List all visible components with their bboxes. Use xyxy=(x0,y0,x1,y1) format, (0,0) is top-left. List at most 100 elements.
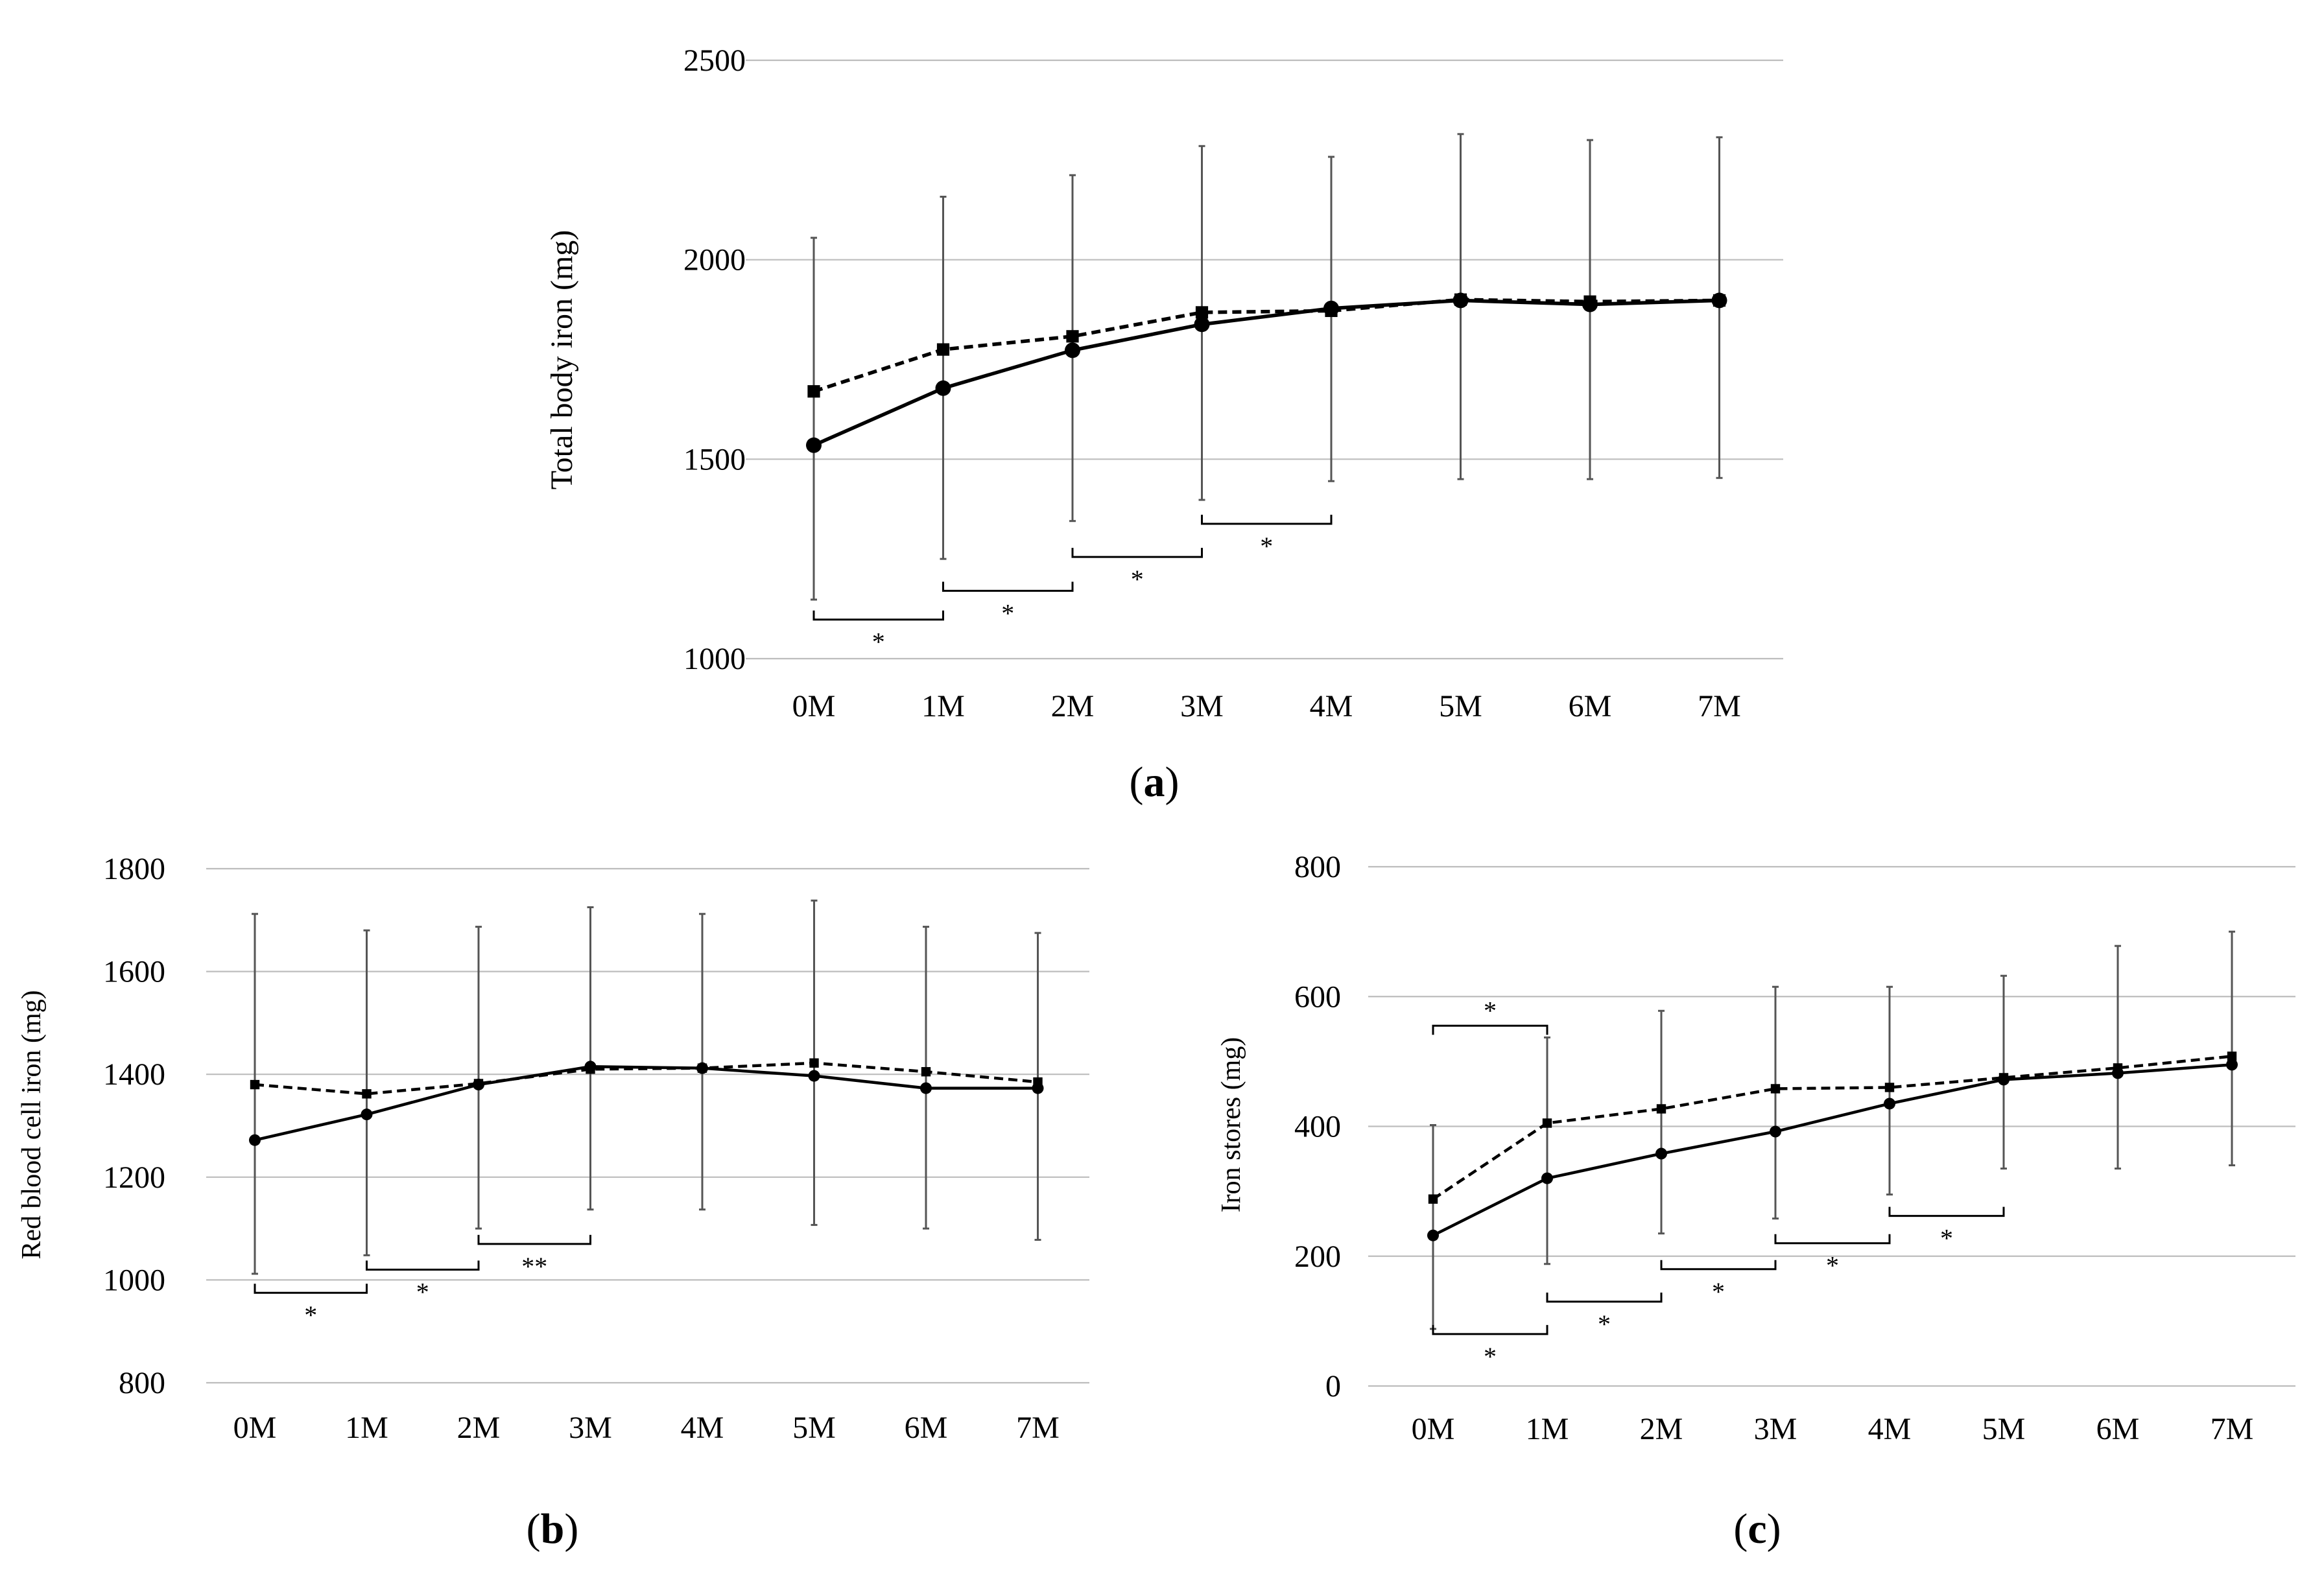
series-line-dashed xyxy=(1432,1055,2233,1201)
data-point-circle xyxy=(2112,1067,2124,1079)
y-tick-label: 2500 xyxy=(683,43,746,78)
data-point-square xyxy=(1542,1118,1552,1128)
data-point-square xyxy=(1195,306,1209,319)
data-point-circle xyxy=(1884,1098,1895,1110)
x-tick-label: 3M xyxy=(1754,1412,1797,1446)
y-tick-label: 800 xyxy=(119,1366,165,1400)
data-point-circle xyxy=(1065,342,1080,358)
series-line-dashed xyxy=(813,298,1720,394)
data-point-circle xyxy=(1452,292,1469,309)
significance-bracket xyxy=(1774,1234,1891,1245)
data-point-square xyxy=(1066,330,1079,343)
significance-bracket xyxy=(942,581,1074,592)
significance-bracket xyxy=(366,1260,480,1271)
x-tick-label: 2M xyxy=(457,1411,501,1445)
x-tick-label: 3M xyxy=(569,1411,612,1445)
x-tick-label: 5M xyxy=(1439,689,1482,723)
x-tick-label: 6M xyxy=(905,1411,948,1445)
x-tick-label: 0M xyxy=(233,1411,277,1445)
y-tick-label: 1000 xyxy=(103,1263,165,1297)
x-tick-label: 7M xyxy=(1016,1411,1060,1445)
significance-bracket xyxy=(254,1284,368,1294)
series-line-solid xyxy=(254,1065,1038,1142)
x-tick-label: 6M xyxy=(2096,1412,2140,1446)
y-tick-label: 600 xyxy=(1294,980,1341,1014)
significance-label: * xyxy=(1001,598,1014,628)
data-point-square xyxy=(807,385,820,398)
y-tick-label: 200 xyxy=(1294,1239,1341,1274)
data-point-circle xyxy=(1655,1147,1667,1160)
series-line-solid xyxy=(1432,1063,2233,1237)
data-point-square xyxy=(1770,1084,1781,1094)
data-point-square xyxy=(1884,1083,1895,1092)
data-point-square xyxy=(809,1058,819,1068)
y-tick-label: 400 xyxy=(1294,1110,1341,1144)
y-axis-title: Total body iron (mg) xyxy=(545,230,579,490)
data-point-circle xyxy=(696,1062,708,1074)
data-point-circle xyxy=(1194,316,1210,333)
x-tick-label: 0M xyxy=(1412,1412,1455,1446)
x-tick-label: 7M xyxy=(2211,1412,2254,1446)
x-tick-label: 5M xyxy=(1982,1412,2026,1446)
data-point-circle xyxy=(1427,1229,1439,1241)
data-point-circle xyxy=(1323,300,1339,316)
data-point-circle xyxy=(1770,1125,1781,1138)
significance-label: ** xyxy=(521,1252,547,1281)
data-point-circle xyxy=(2226,1059,2238,1071)
x-tick-label: 0M xyxy=(792,689,836,723)
y-tick-label: 1500 xyxy=(683,442,746,476)
data-point-square xyxy=(1428,1194,1438,1204)
significance-label: * xyxy=(1826,1251,1839,1280)
chart-red-blood-cell-iron: 800 1000 1200 1400 1600 1800 0M 1M 2M 3M 4M 5M 6M 7M R… xyxy=(17,852,1089,1445)
significance-bracket xyxy=(1888,1206,2005,1217)
series-line-solid xyxy=(812,298,1720,447)
significance-bracket xyxy=(1432,1324,1548,1335)
panel-label-a: (a) xyxy=(1130,758,1180,806)
x-tick-label: 5M xyxy=(792,1411,836,1445)
x-tick-label: 1M xyxy=(345,1411,388,1445)
significance-label: * xyxy=(872,628,885,657)
significance-label: * xyxy=(1712,1277,1725,1306)
x-tick-label: 4M xyxy=(681,1411,724,1445)
x-tick-label: 1M xyxy=(921,689,965,723)
y-tick-label: 1000 xyxy=(683,642,746,676)
significance-bracket xyxy=(1660,1260,1777,1271)
data-point-circle xyxy=(1998,1074,2010,1086)
data-point-circle xyxy=(1032,1082,1044,1094)
significance-label: * xyxy=(304,1300,317,1330)
y-tick-label: 1400 xyxy=(103,1057,165,1092)
x-tick-label: 2M xyxy=(1051,689,1095,723)
x-tick-label: 2M xyxy=(1640,1412,1683,1446)
chart-total-body-iron: 1000 1500 2000 2500 0M 1M 2M 3M 4M 5M 6M 7M Total bo… xyxy=(545,43,1783,723)
data-point-square xyxy=(921,1067,931,1077)
data-point-circle xyxy=(1541,1172,1553,1184)
data-point-circle xyxy=(920,1082,932,1094)
y-tick-label: 800 xyxy=(1294,850,1341,884)
y-tick-label: 0 xyxy=(1325,1369,1341,1404)
data-point-square xyxy=(1656,1104,1666,1114)
data-point-circle xyxy=(806,437,822,453)
significance-bracket xyxy=(1071,548,1203,558)
significance-label: * xyxy=(1940,1224,1953,1253)
y-tick-label: 2000 xyxy=(683,243,746,277)
y-axis-title: Iron stores (mg) xyxy=(1216,1037,1246,1213)
panel-label-c: (c) xyxy=(1733,1505,1781,1553)
data-point-square xyxy=(936,343,950,356)
data-point-circle xyxy=(1711,292,1727,309)
significance-bracket xyxy=(812,610,944,621)
x-tick-label: 6M xyxy=(1569,689,1612,723)
data-point-square xyxy=(362,1089,372,1099)
data-point-circle xyxy=(361,1109,373,1121)
significance-label: * xyxy=(416,1278,429,1307)
data-point-circle xyxy=(808,1070,820,1082)
y-axis-title: Red blood cell iron (mg) xyxy=(17,990,47,1259)
y-tick-label: 1800 xyxy=(103,852,165,886)
data-point-circle xyxy=(584,1061,597,1073)
significance-bracket xyxy=(477,1234,591,1245)
chart-iron-stores: 0 200 400 600 800 0M 1M 2M 3M 4M 5M 6M 7M Iron stores… xyxy=(1216,850,2295,1446)
significance-label: * xyxy=(1260,532,1273,561)
x-tick-label: 7M xyxy=(1698,689,1741,723)
y-tick-label: 1600 xyxy=(103,955,165,989)
significance-bracket xyxy=(1432,1024,1548,1035)
data-point-square xyxy=(250,1079,260,1090)
